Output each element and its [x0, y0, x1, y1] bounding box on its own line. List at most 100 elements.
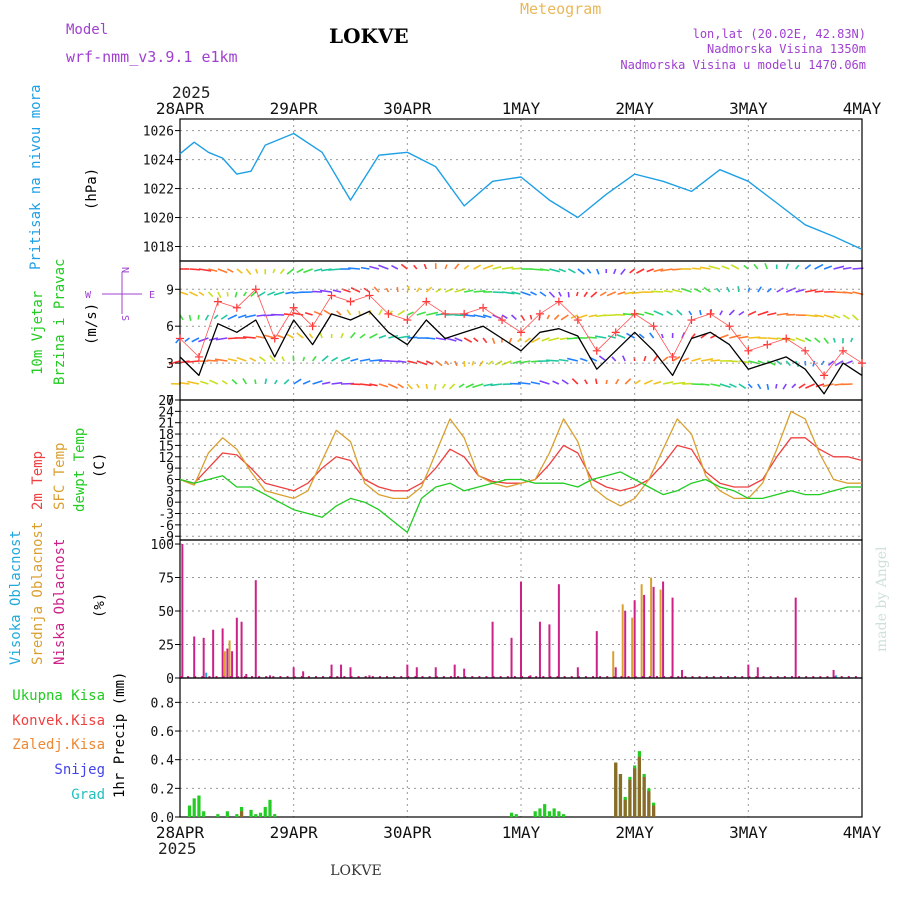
- cloud-baseline-mark: [570, 676, 573, 678]
- wind-arrow: [738, 360, 750, 364]
- wind-arrow: [680, 287, 692, 293]
- cloud-baseline-mark: [790, 676, 793, 678]
- wind-arrow: [590, 291, 598, 298]
- cloud-baseline-mark: [655, 676, 658, 678]
- cloud-baseline-mark: [556, 676, 559, 678]
- wind-arrow: [814, 337, 821, 343]
- cloud-baseline-mark: [265, 676, 268, 678]
- cloud-label-high: Visoka Oblacnost: [8, 530, 24, 665]
- y-tick-label: 100: [151, 538, 174, 553]
- wind-arrow: [178, 381, 190, 385]
- cloud-bar: [235, 617, 238, 678]
- wind-arrow: [548, 337, 560, 342]
- wind-arrow: [319, 289, 332, 293]
- wind-arrow: [433, 383, 437, 390]
- wind-arrow: [776, 287, 784, 293]
- y-tick-label: 18: [158, 428, 174, 443]
- cloud-baseline-mark: [357, 676, 360, 678]
- cloud-bar: [659, 589, 662, 678]
- wind-arrow: [449, 383, 456, 390]
- wind-arrow: [653, 310, 664, 316]
- wind-arrow: [245, 268, 252, 276]
- wind-arrow: [539, 291, 547, 297]
- wind-arrow: [249, 357, 257, 362]
- wind-arrow: [785, 360, 791, 367]
- pressure-label: Pritisak na nivou mora: [28, 85, 44, 270]
- cloud-baseline-mark: [712, 676, 715, 678]
- wind-arrow: [662, 381, 674, 385]
- wind-arrow: [553, 314, 560, 321]
- wind-arrow: [520, 291, 531, 297]
- wind-arrow: [833, 265, 845, 270]
- y-tick-label: 25: [158, 639, 174, 654]
- wind-arrow: [791, 383, 797, 389]
- wind-arrow: [511, 291, 521, 295]
- wind-arrow: [243, 291, 247, 297]
- wind-arrow: [444, 360, 450, 366]
- cloud-baseline-mark: [279, 676, 282, 678]
- wind-arrow: [435, 337, 447, 341]
- wind-arrow: [613, 268, 617, 275]
- panel-frame-2: [179, 399, 863, 541]
- precip-total-bar: [192, 798, 196, 817]
- station-elevation: Nadmorska Visina 1350m: [707, 42, 866, 56]
- cloud-baseline-mark: [457, 676, 460, 678]
- cloud-baseline-mark: [755, 676, 758, 678]
- precip-total-bar: [509, 812, 514, 817]
- cloud-baseline-mark: [378, 676, 381, 678]
- cloud-baseline-mark: [471, 676, 474, 678]
- cloud-bar: [576, 667, 579, 678]
- cloud-baseline-mark: [314, 676, 317, 678]
- wind-arrow: [583, 291, 588, 298]
- cloud-bar: [557, 584, 560, 678]
- wind-arrow: [425, 360, 434, 366]
- wind-arrow: [814, 314, 824, 318]
- precip-total-bar: [263, 806, 267, 817]
- wind-arrow: [842, 314, 850, 320]
- wind-arrow: [413, 264, 418, 270]
- cloud-baseline-mark: [776, 676, 779, 678]
- wind-arrow: [795, 288, 805, 293]
- cloud-baseline-mark: [492, 676, 495, 678]
- cloud-bar: [202, 637, 205, 678]
- wind-label-b: Brzina i Pravac: [52, 259, 68, 385]
- cloud-baseline-mark: [719, 676, 722, 678]
- wind-arrow: [208, 337, 219, 341]
- wind-arrow: [598, 355, 607, 362]
- wind-arrow: [473, 314, 486, 319]
- wind-arrow: [753, 263, 759, 270]
- wind-arrow: [708, 265, 721, 270]
- temp-label-c: dewpt Temp: [72, 428, 88, 512]
- cloud-baseline-mark: [854, 676, 857, 678]
- wind-arrow: [444, 264, 448, 270]
- wind-arrow: [620, 268, 626, 276]
- wind-arrow: [311, 355, 317, 362]
- wind-arrow: [501, 291, 515, 295]
- wind-arrow: [340, 356, 351, 362]
- wind-arrow: [624, 291, 635, 295]
- wind-arrow: [331, 356, 339, 362]
- wind-arrow: [782, 383, 787, 390]
- cloud-baseline-mark: [592, 676, 595, 678]
- cloud-baseline-mark: [442, 676, 445, 678]
- wind-arrow: [215, 337, 228, 341]
- wind-arrow: [426, 337, 436, 340]
- precip-conv-bar: [637, 756, 642, 817]
- wind-arrow: [805, 289, 817, 293]
- cloud-baseline-mark: [499, 676, 502, 678]
- wind-arrow: [369, 333, 378, 339]
- meteogram-title: Meteogram: [520, 0, 601, 18]
- wind-arrow: [531, 337, 541, 344]
- wind-arrow: [599, 291, 607, 297]
- wind-arrow: [545, 359, 559, 362]
- cloud-bar: [510, 637, 513, 678]
- wind-arrow: [588, 314, 597, 318]
- wind-arrow: [226, 268, 234, 273]
- wind-arrow: [482, 264, 494, 270]
- wind-arrow: [662, 356, 669, 362]
- wind-arrow: [726, 286, 731, 293]
- wind-arrow: [359, 383, 372, 387]
- panel-frame-4: [179, 677, 863, 818]
- wind-arrow: [561, 379, 569, 385]
- wind-arrow: [631, 291, 645, 295]
